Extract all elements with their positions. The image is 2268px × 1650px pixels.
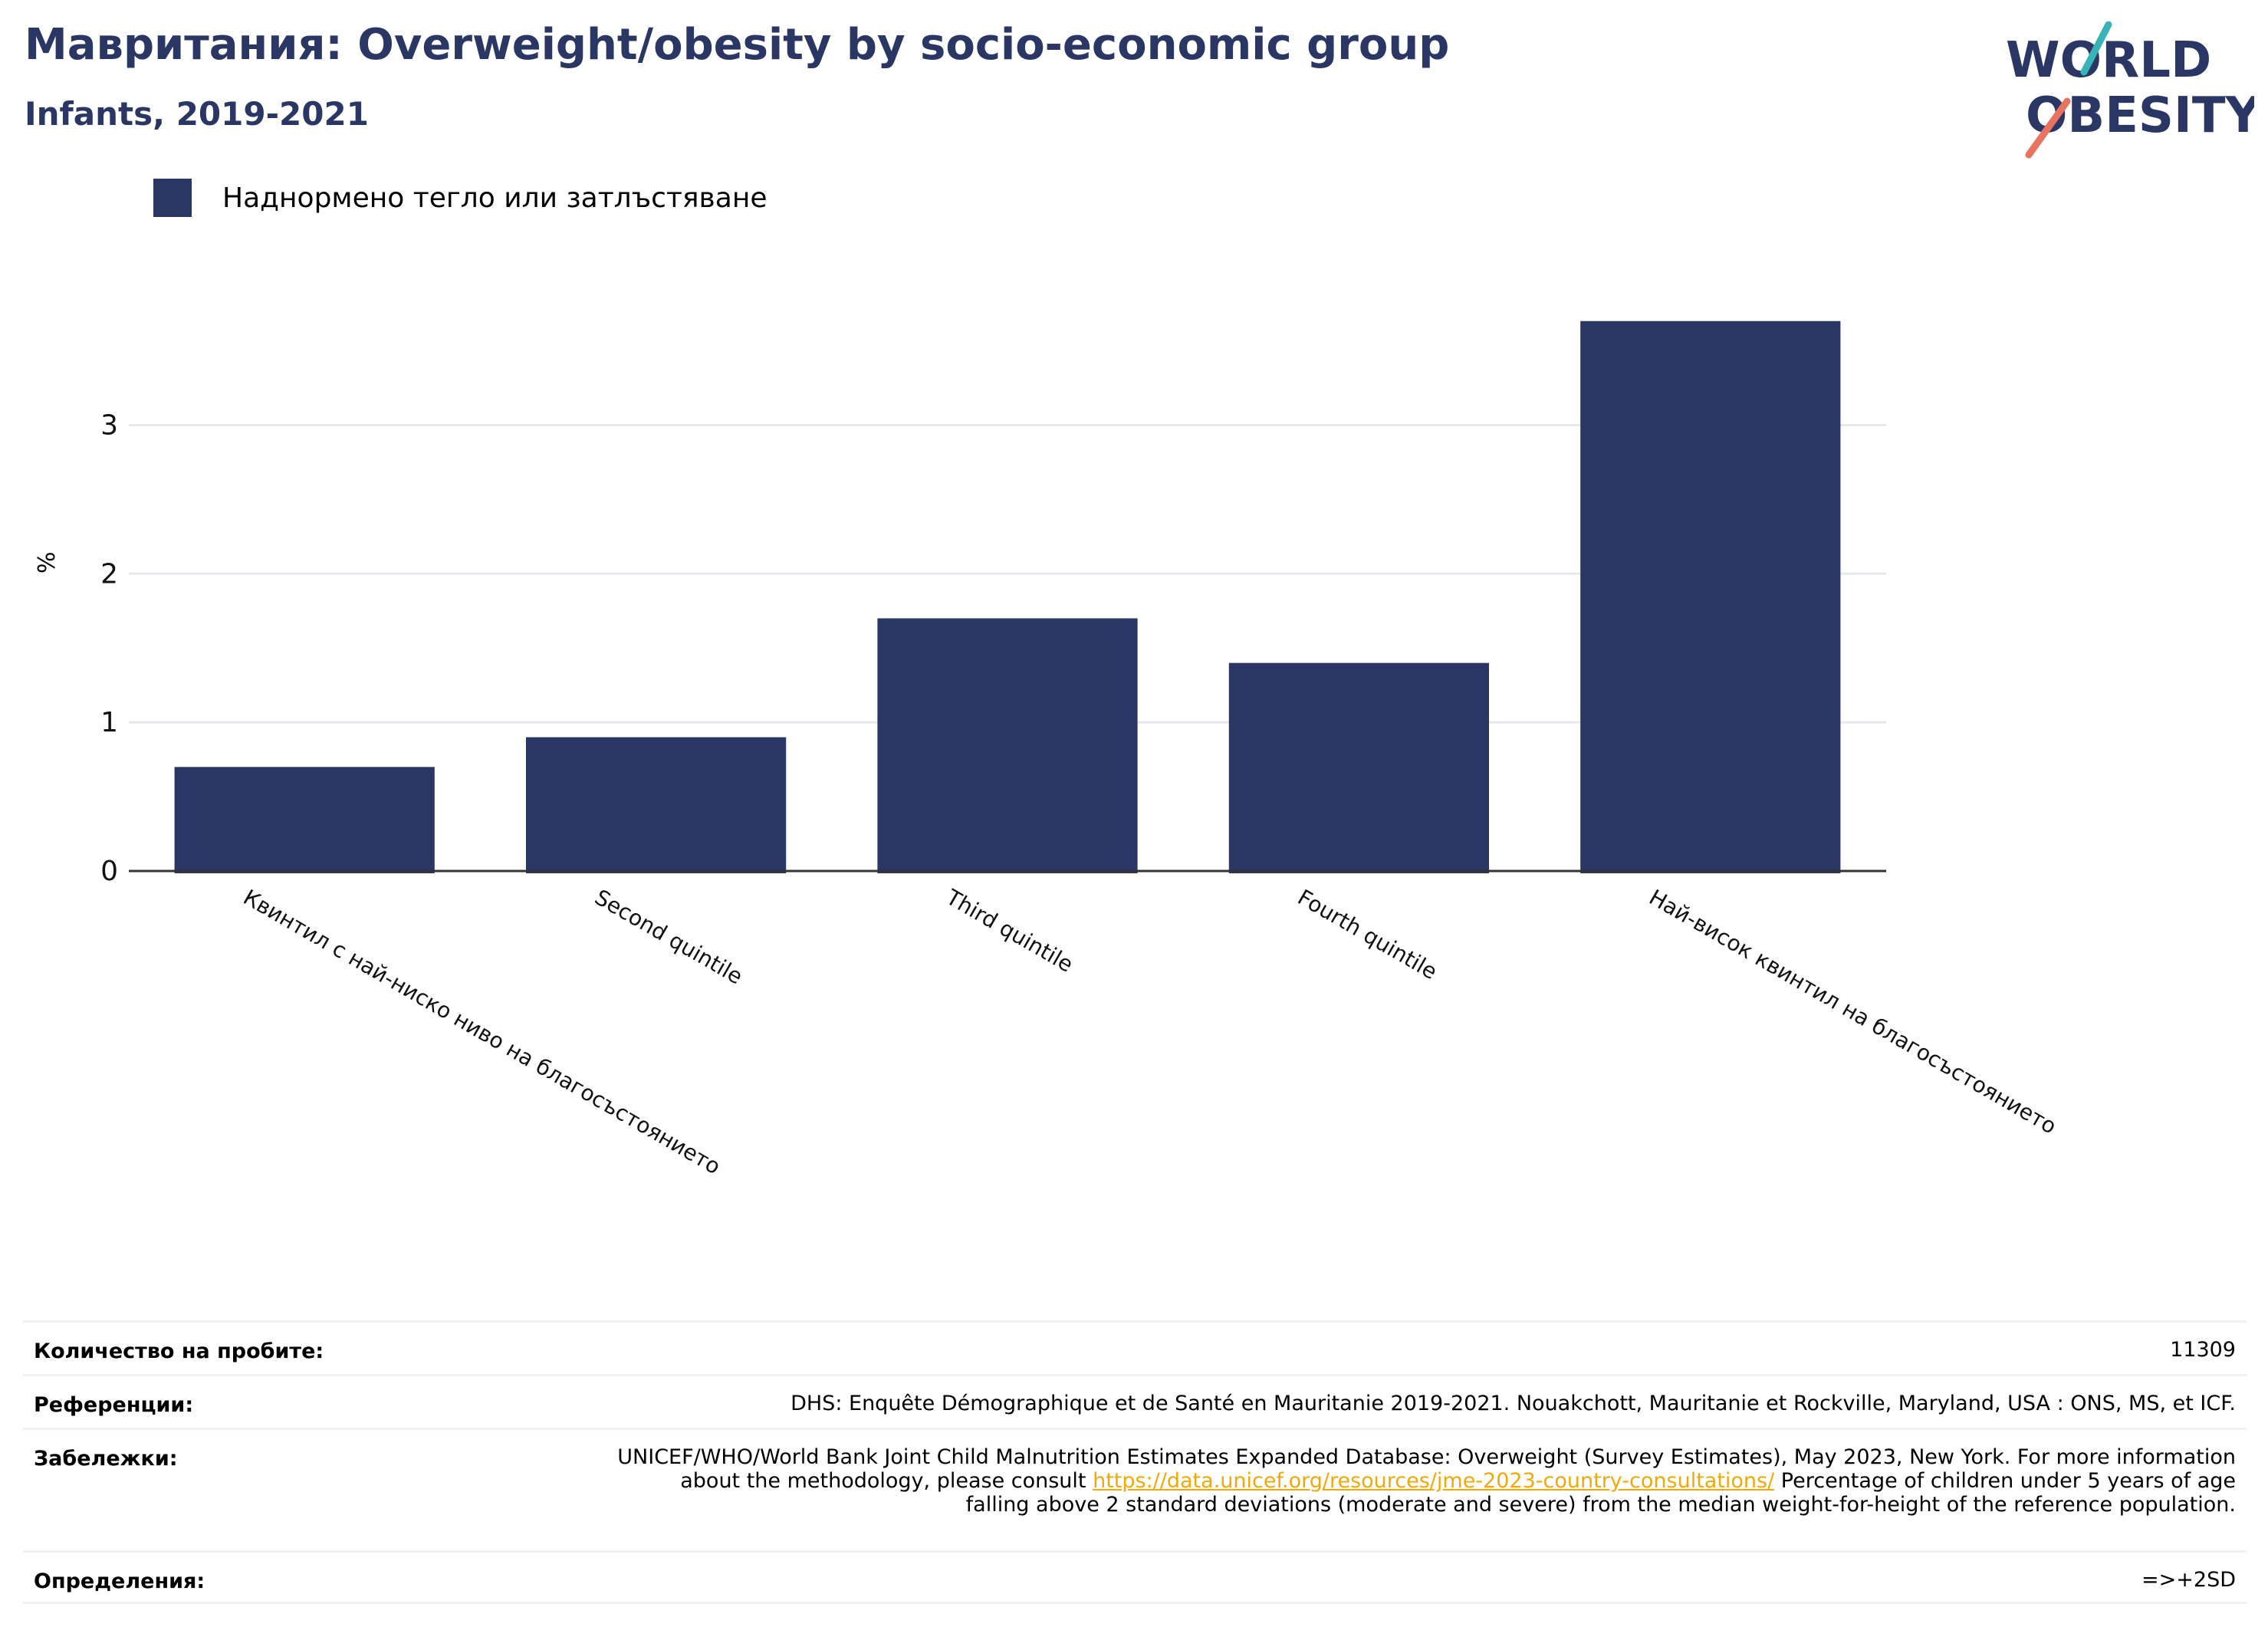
bar <box>174 767 435 873</box>
bar <box>1228 662 1490 873</box>
notes-value: UNICEF/WHO/World Bank Joint Child Malnut… <box>610 1430 2236 1550</box>
footer-row-references: Референции: DHS: Enquête Démographique e… <box>23 1374 2247 1428</box>
footer-row-sample: Количество на пробите: 11309 <box>23 1320 2247 1374</box>
footer-row-notes: Забележки: UNICEF/WHO/World Bank Joint C… <box>23 1428 2247 1550</box>
notes-text-after: Percentage of children under 5 years of … <box>965 1469 2236 1517</box>
x-tick-label: Second quintile <box>590 884 747 989</box>
x-tick-label: Най-висок квинтил на благосъстоянието <box>1645 884 2060 1139</box>
references-label: Референции: <box>34 1393 194 1417</box>
notes-text-before: UNICEF/WHO/World Bank Joint Child Malnut… <box>617 1445 2236 1493</box>
x-tick-label: Third quintile <box>942 884 1078 978</box>
world-obesity-logo: WORLD OBESITY <box>2006 21 2254 159</box>
logo-text-obesity: OBESITY <box>2026 87 2254 144</box>
definitions-label: Определения: <box>34 1569 205 1593</box>
legend-label: Наднормено тегло или затлъстяване <box>222 182 768 214</box>
notes-label: Забележки: <box>34 1447 178 1471</box>
chart-legend[interactable]: Наднормено тегло или затлъстяване <box>153 178 768 218</box>
footer-row-definitions: Определения: =>+2SD <box>23 1550 2247 1604</box>
notes-link[interactable]: https://data.unicef.org/resources/jme-20… <box>1093 1469 1775 1493</box>
legend-swatch <box>153 179 192 217</box>
x-tick-label: Fourth quintile <box>1293 884 1441 984</box>
y-tick-label: 3 <box>100 409 118 441</box>
y-tick-label: 1 <box>100 707 118 738</box>
y-tick-label: 2 <box>100 558 118 590</box>
bar <box>1580 320 1841 873</box>
logo-text-world: WORLD <box>2006 32 2211 89</box>
logo-coral-slash <box>2025 97 2071 159</box>
page-title: Мавритания: Overweight/obesity by socio-… <box>25 20 1450 70</box>
page-subtitle: Infants, 2019-2021 <box>25 95 369 133</box>
y-tick-label: 0 <box>100 856 118 887</box>
sample-label: Количество на пробите: <box>34 1339 324 1363</box>
footer-table: Количество на пробите: 11309 Референции:… <box>23 1320 2247 1604</box>
sample-value: 11309 <box>2170 1338 2236 1362</box>
definitions-value: =>+2SD <box>2141 1568 2236 1592</box>
bar <box>877 618 1138 873</box>
logo-teal-slash <box>2080 21 2112 76</box>
bar <box>525 737 787 873</box>
references-value: DHS: Enquête Démographique et de Santé e… <box>791 1392 2236 1415</box>
